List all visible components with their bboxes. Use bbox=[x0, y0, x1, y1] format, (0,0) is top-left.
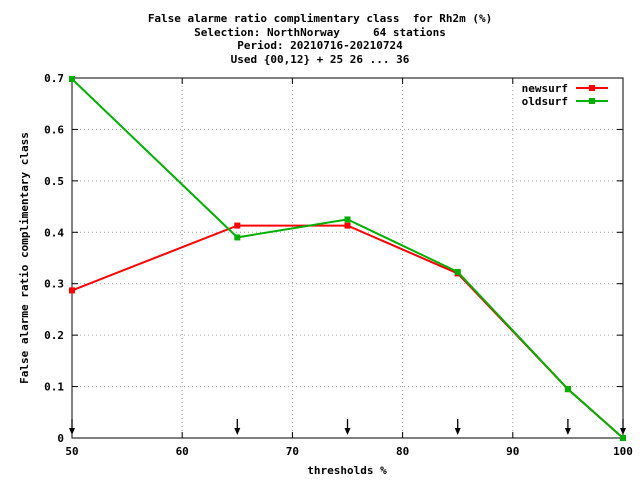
y-tick-label: 0.3 bbox=[44, 278, 64, 291]
title-line-2: Selection: NorthNorway 64 stations bbox=[194, 25, 446, 39]
series-line bbox=[71, 78, 624, 439]
data-point bbox=[234, 222, 241, 229]
y-tick-label: 0.2 bbox=[44, 329, 64, 342]
x-tick-label: 100 bbox=[613, 445, 633, 458]
threshold-arrow bbox=[234, 419, 241, 435]
threshold-arrow-head bbox=[69, 428, 75, 435]
threshold-arrow bbox=[620, 419, 626, 435]
data-point bbox=[564, 386, 571, 393]
y-tick-label: 0.1 bbox=[44, 381, 64, 394]
y-tick-label: 0.4 bbox=[44, 226, 64, 239]
y-tick-label: 0.6 bbox=[44, 123, 64, 136]
threshold-arrow bbox=[344, 419, 351, 435]
threshold-arrow-head bbox=[564, 428, 571, 435]
threshold-arrow bbox=[69, 419, 75, 435]
title-line-1: False alarme ratio complimentary class f… bbox=[147, 12, 493, 25]
series-newsurf bbox=[69, 222, 626, 441]
y-axis-label: False alarme ratio complimentary class bbox=[18, 132, 31, 384]
threshold-arrow-head bbox=[620, 428, 626, 435]
data-point bbox=[620, 435, 626, 441]
y-tick-label: 0.5 bbox=[44, 175, 64, 188]
axis-ticks: 0 0.1 0.2 0.3 0.4 0.5 0.6 0.7 50 60 70 80 90 100 bbox=[44, 72, 633, 458]
legend-entry-newsurf: newsurf bbox=[522, 82, 608, 95]
y-tick-label: 0.7 bbox=[44, 72, 64, 85]
title-line-4: Used {00,12} + 25 26 ... 36 bbox=[230, 52, 410, 66]
threshold-arrow-head bbox=[454, 428, 461, 435]
threshold-arrow-head bbox=[234, 428, 241, 435]
threshold-arrow bbox=[564, 419, 571, 435]
x-tick-label: 90 bbox=[506, 445, 519, 458]
series-layer bbox=[69, 76, 626, 441]
threshold-arrow-head bbox=[344, 428, 351, 435]
threshold-arrow bbox=[454, 419, 461, 435]
chart-title: False alarme ratio complimentary class f… bbox=[0, 12, 640, 66]
threshold-arrows bbox=[69, 419, 626, 435]
legend-label: oldsurf bbox=[522, 95, 568, 108]
series-oldsurf bbox=[69, 76, 626, 441]
data-point bbox=[344, 216, 351, 223]
x-tick-label: 60 bbox=[176, 445, 189, 458]
legend-swatch-point bbox=[589, 98, 595, 104]
grid bbox=[72, 78, 623, 438]
x-tick-label: 80 bbox=[396, 445, 409, 458]
y-tick-label: 0 bbox=[57, 432, 64, 445]
series-line bbox=[71, 224, 624, 439]
x-axis-label: thresholds % bbox=[307, 464, 387, 477]
data-point bbox=[344, 222, 351, 229]
legend-swatch-point bbox=[589, 85, 595, 91]
x-tick-label: 50 bbox=[65, 445, 78, 458]
data-point bbox=[69, 287, 75, 294]
legend-entry-oldsurf: oldsurf bbox=[522, 95, 608, 108]
title-line-3: Period: 20210716-20210724 bbox=[237, 39, 403, 52]
legend-label: newsurf bbox=[522, 82, 568, 95]
data-point bbox=[454, 268, 461, 275]
data-point bbox=[234, 234, 241, 241]
x-tick-label: 70 bbox=[286, 445, 299, 458]
data-point bbox=[69, 76, 75, 83]
plot-frame bbox=[71, 77, 624, 439]
